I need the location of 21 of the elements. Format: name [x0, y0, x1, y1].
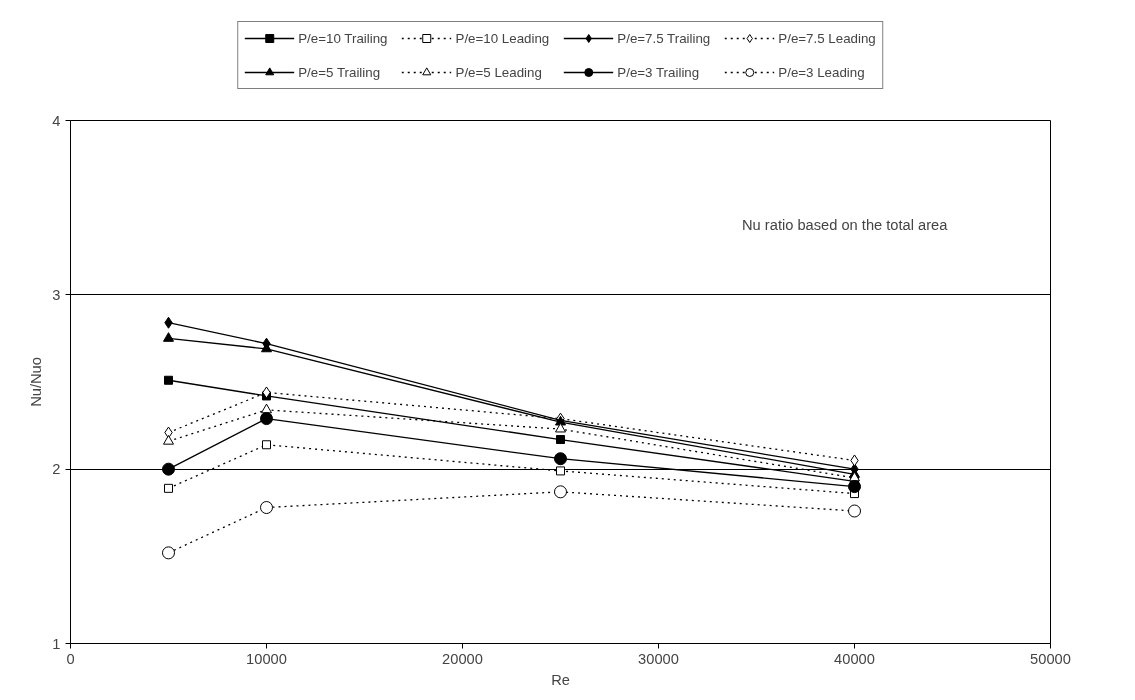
- legend-label: P/e=7.5 Leading: [778, 30, 876, 46]
- x-tick-label: 10000: [246, 650, 287, 667]
- y-tick-label: 3: [52, 286, 61, 303]
- legend-label: P/e=7.5 Trailing: [617, 30, 711, 46]
- legend-label: P/e=3 Leading: [778, 64, 865, 80]
- legend-label: P/e=5 Leading: [455, 64, 542, 80]
- x-tick-label: 40000: [834, 650, 875, 667]
- legend-label: P/e=5 Trailing: [298, 64, 381, 80]
- legend-label: P/e=3 Trailing: [617, 64, 700, 80]
- y-tick-label: 2: [52, 461, 61, 478]
- legend-label: P/e=10 Leading: [455, 30, 550, 46]
- x-tick-label: 0: [66, 650, 75, 667]
- y-tick-label: 1: [52, 635, 61, 652]
- y-tick-label: 4: [52, 112, 61, 129]
- x-axis-title: Re: [551, 671, 570, 688]
- annotation: Nu ratio based on the total area: [742, 217, 949, 234]
- x-tick-label: 20000: [442, 650, 483, 667]
- y-axis-title: Nu/Nuo: [28, 357, 45, 407]
- legend-label: P/e=10 Trailing: [298, 30, 388, 46]
- x-tick-label: 30000: [638, 650, 679, 667]
- x-tick-label: 50000: [1030, 650, 1071, 667]
